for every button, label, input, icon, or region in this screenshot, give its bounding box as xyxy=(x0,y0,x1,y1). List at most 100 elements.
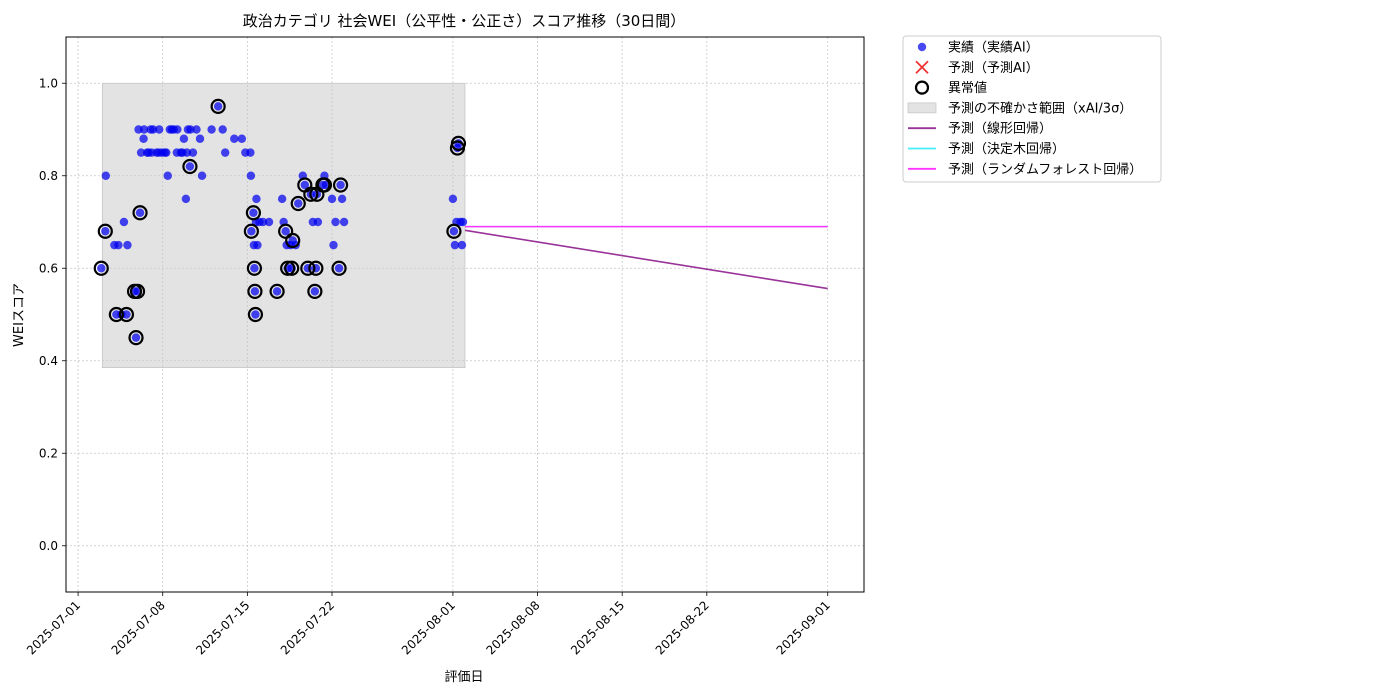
actual-point xyxy=(450,240,460,250)
legend-marker-anomaly xyxy=(914,80,930,95)
anomaly-marker xyxy=(290,195,306,212)
y-tick-label: 0.0 xyxy=(39,539,58,553)
actual-point xyxy=(97,264,106,273)
legend-box xyxy=(902,35,1162,183)
x-tick-label: 2025-07-15 xyxy=(193,598,252,657)
anomaly-marker xyxy=(450,135,467,151)
actual-point xyxy=(213,102,223,111)
y-tick-label: 0.4 xyxy=(39,354,58,368)
actual-point xyxy=(457,240,467,250)
anomaly-marker xyxy=(93,260,109,276)
actual-point xyxy=(218,125,227,134)
actual-point xyxy=(155,125,164,134)
actual-point xyxy=(327,194,337,204)
chart-title: 政治カテゴリ 社会WEI（公平性・公正さ）スコア推移（30日間） xyxy=(243,12,686,30)
anomaly-marker xyxy=(332,177,349,193)
actual-point xyxy=(277,194,287,204)
actual-point xyxy=(250,287,260,296)
anomaly-marker xyxy=(308,260,324,276)
actual-point xyxy=(123,240,132,250)
actual-point xyxy=(337,194,347,204)
anomaly-marker xyxy=(108,306,124,323)
legend-label: 予測（予測AI） xyxy=(948,61,1039,76)
anomaly-marker xyxy=(316,177,333,193)
anomaly-marker xyxy=(243,223,259,239)
anomaly-marker xyxy=(280,260,296,276)
actual-point xyxy=(173,125,182,134)
x-tick-label: 2025-07-22 xyxy=(278,598,337,657)
series-line-3 xyxy=(464,229,828,290)
legend-label: 予測（線形回帰） xyxy=(948,121,1052,137)
actual-point xyxy=(246,171,256,180)
y-tick-label: 0.2 xyxy=(39,446,58,460)
legend-label: 予測の不確かさ範囲（xAI/3σ） xyxy=(948,100,1132,116)
actual-point xyxy=(249,208,258,217)
actual-point xyxy=(230,134,239,143)
anomaly-marker xyxy=(247,306,264,323)
legend-label: 予測（決定木回帰） xyxy=(948,141,1065,157)
actual-point xyxy=(192,125,201,134)
actual-point xyxy=(449,227,459,236)
anomaly-marker xyxy=(300,260,316,276)
actual-point xyxy=(195,134,205,143)
anomaly-marker xyxy=(182,158,198,175)
actual-point xyxy=(300,180,309,190)
anomaly-marker xyxy=(245,205,262,221)
actual-point xyxy=(186,125,195,134)
anomaly-marker xyxy=(246,260,263,276)
actual-point xyxy=(119,217,129,227)
actual-point xyxy=(122,310,131,319)
anomaly-marker xyxy=(303,186,319,202)
anomaly-marker xyxy=(446,223,462,239)
actual-point xyxy=(264,217,274,227)
actual-point xyxy=(310,287,320,296)
actual-point xyxy=(197,171,207,180)
actual-point xyxy=(136,148,146,157)
legend-label: 異常値 xyxy=(948,80,987,96)
anomaly-marker xyxy=(285,232,301,249)
x-axis-title: 評価日 xyxy=(444,670,483,685)
anomaly-marker xyxy=(247,283,263,299)
actual-point xyxy=(246,148,255,157)
actual-point xyxy=(334,264,344,273)
actual-point xyxy=(182,148,192,157)
actual-point xyxy=(336,180,345,190)
actual-point xyxy=(163,171,172,180)
anomaly-marker xyxy=(331,260,347,276)
actual-point xyxy=(258,217,268,227)
actual-point xyxy=(331,217,340,227)
anomaly-marker xyxy=(97,223,113,239)
actual-point xyxy=(188,148,198,157)
actual-point xyxy=(181,194,191,204)
actual-point xyxy=(101,171,110,180)
actual-point xyxy=(339,217,349,227)
y-tick-label: 0.6 xyxy=(39,261,58,275)
actual-point xyxy=(272,287,282,296)
axes-frame xyxy=(65,36,865,593)
actual-point xyxy=(237,134,247,143)
actual-point xyxy=(114,240,123,250)
actual-point xyxy=(185,162,195,171)
y-tick-label: 0.8 xyxy=(39,169,58,183)
actual-point xyxy=(139,134,148,143)
x-tick-label: 2025-09-01 xyxy=(774,598,833,657)
legend-label: 予測（ランダムフォレスト回帰） xyxy=(948,161,1142,177)
anomaly-marker xyxy=(210,98,226,114)
anomaly-marker xyxy=(284,260,300,276)
x-tick-label: 2025-07-01 xyxy=(24,598,83,657)
actual-point xyxy=(101,227,110,236)
y-axis-title: WEIスコア xyxy=(12,283,27,347)
actual-point xyxy=(162,148,171,157)
actual-point xyxy=(250,264,259,273)
actual-point xyxy=(139,125,149,134)
actual-point xyxy=(448,194,458,204)
actual-point xyxy=(252,194,261,204)
actual-point xyxy=(207,125,216,134)
anomaly-marker xyxy=(118,306,135,323)
actual-point xyxy=(247,227,256,236)
actual-point xyxy=(148,125,158,134)
actual-point xyxy=(313,217,323,227)
anomaly-marker xyxy=(132,205,148,221)
actual-point xyxy=(179,134,189,143)
actual-point xyxy=(135,208,145,217)
